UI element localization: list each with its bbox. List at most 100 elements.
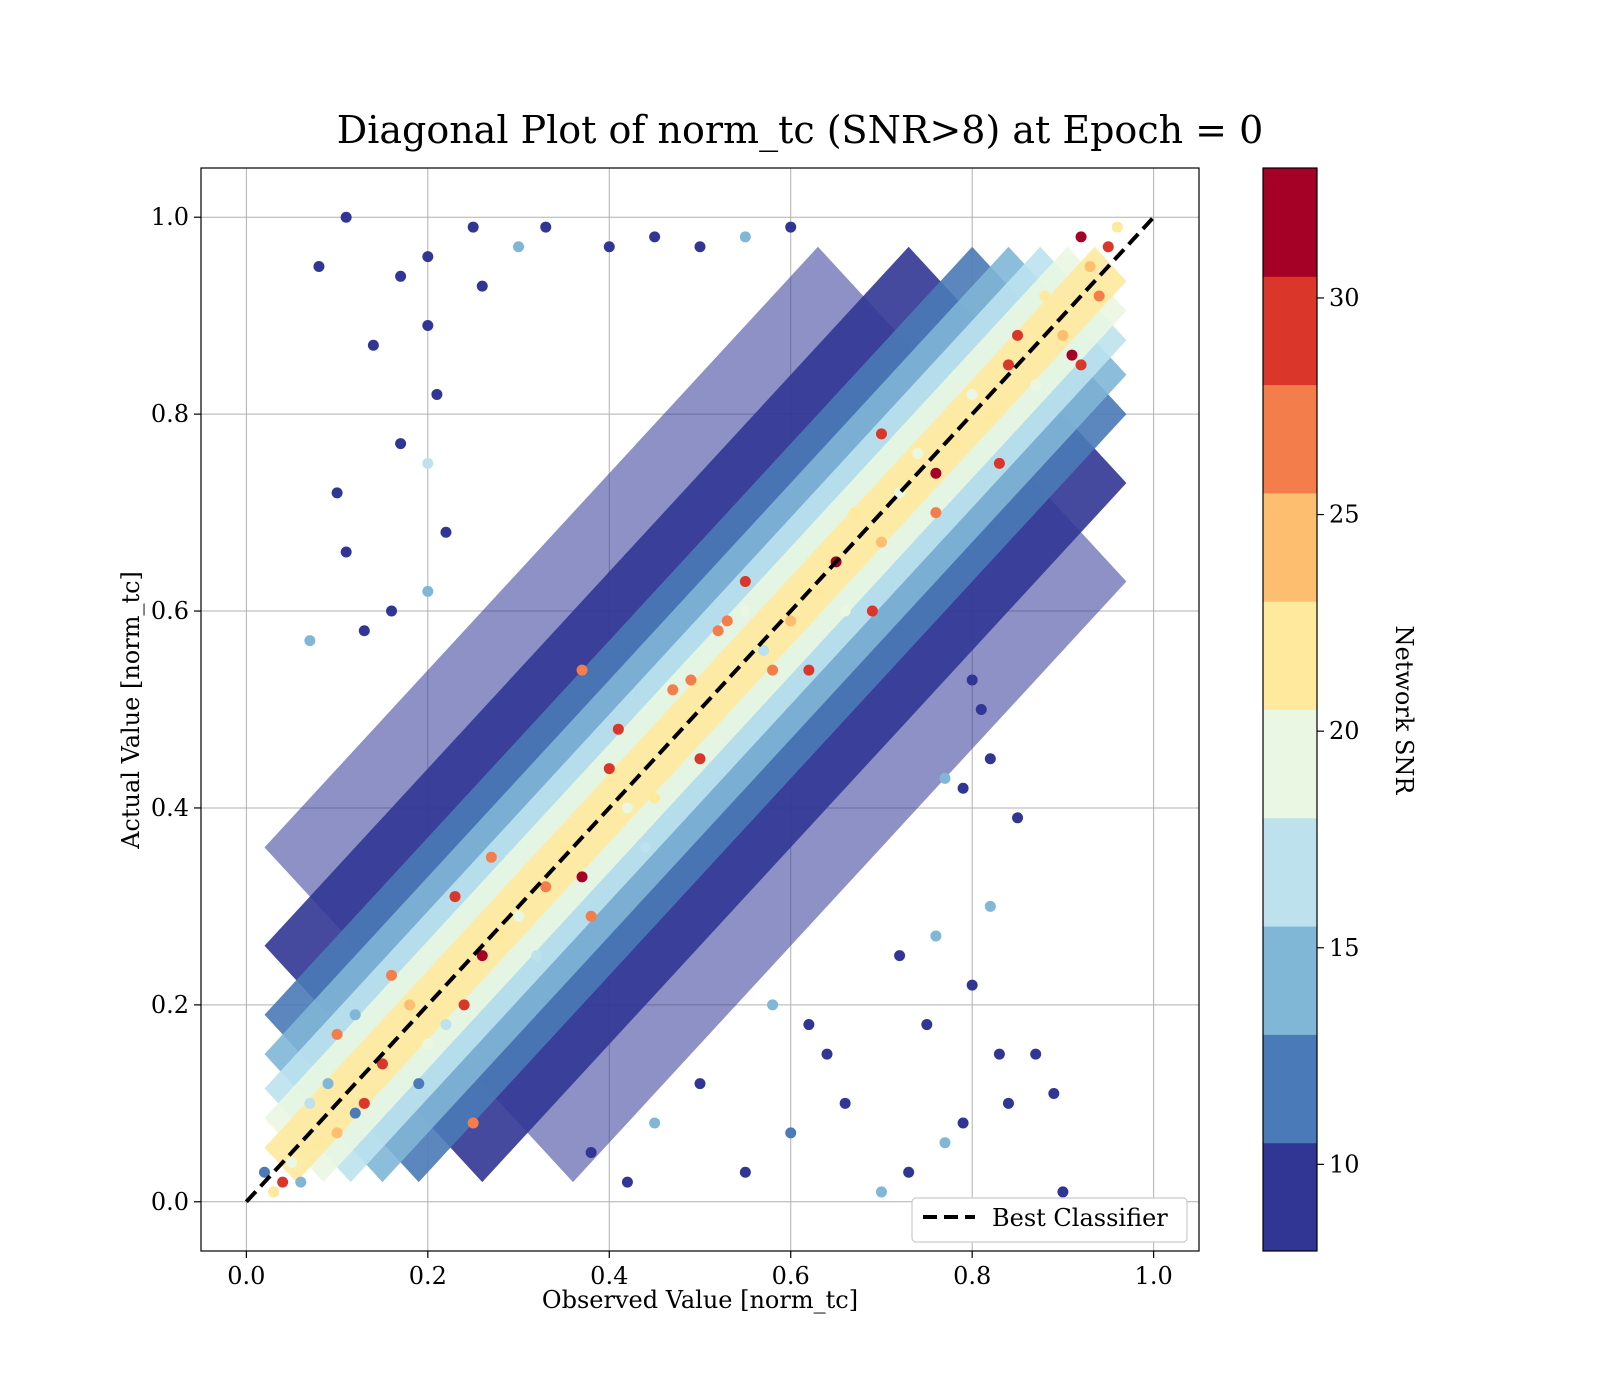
data-point bbox=[930, 930, 942, 942]
data-point bbox=[839, 1097, 851, 1109]
scatter-points bbox=[259, 211, 1123, 1198]
x-tick-label: 1.0 bbox=[1135, 1262, 1173, 1290]
y-axis-ticks: 0.0 0.2 0.4 0.6 0.8 1.0 bbox=[151, 203, 201, 1216]
data-point bbox=[440, 526, 452, 538]
data-point bbox=[467, 1117, 479, 1129]
data-point bbox=[875, 1186, 887, 1198]
data-point bbox=[476, 280, 488, 292]
data-point bbox=[1075, 359, 1087, 371]
data-point bbox=[1012, 812, 1024, 824]
data-point bbox=[848, 507, 860, 519]
data-point bbox=[322, 1078, 334, 1090]
data-point bbox=[1102, 241, 1114, 253]
data-point bbox=[422, 457, 434, 469]
data-point bbox=[1030, 1048, 1042, 1060]
data-point bbox=[993, 1048, 1005, 1060]
data-point bbox=[1066, 349, 1078, 361]
colorbar-bin bbox=[1263, 1034, 1317, 1144]
data-point bbox=[449, 891, 461, 903]
data-point bbox=[558, 841, 570, 853]
data-point bbox=[1030, 379, 1042, 391]
legend-label-best-classifier: Best Classifier bbox=[992, 1204, 1168, 1232]
data-point bbox=[785, 615, 797, 627]
data-point bbox=[340, 211, 352, 223]
colorbar: 10 15 20 25 30 Network SNR bbox=[1262, 167, 1418, 1252]
colorbar-tick-label: 25 bbox=[1329, 501, 1360, 529]
data-point bbox=[621, 802, 633, 814]
y-tick-label: 0.6 bbox=[151, 597, 189, 625]
data-point bbox=[440, 1019, 452, 1031]
data-point bbox=[612, 723, 624, 735]
data-point bbox=[939, 1137, 951, 1149]
data-point bbox=[975, 704, 987, 715]
data-point bbox=[785, 1127, 797, 1139]
data-point bbox=[304, 1097, 316, 1109]
data-point bbox=[1039, 290, 1051, 302]
data-point bbox=[386, 969, 398, 981]
data-point bbox=[340, 546, 352, 558]
x-axis-label: Observed Value [norm_tc] bbox=[542, 1286, 858, 1314]
data-point bbox=[621, 1176, 633, 1188]
colorbar-bin bbox=[1263, 276, 1317, 386]
y-tick-label: 0.2 bbox=[151, 991, 189, 1019]
data-point bbox=[993, 457, 1005, 469]
data-point bbox=[875, 536, 887, 548]
data-point bbox=[603, 241, 615, 253]
data-point bbox=[376, 1058, 388, 1070]
colorbar-label: Network SNR bbox=[1390, 626, 1418, 796]
data-point bbox=[422, 251, 434, 263]
data-point bbox=[1057, 1186, 1069, 1198]
colorbar-ticks: 10 15 20 25 30 bbox=[1317, 284, 1360, 1178]
data-point bbox=[1012, 329, 1024, 341]
data-point bbox=[685, 674, 697, 686]
data-point bbox=[286, 1156, 298, 1168]
data-point bbox=[984, 900, 996, 912]
data-point bbox=[585, 1147, 597, 1159]
data-point bbox=[413, 1078, 425, 1090]
data-point bbox=[984, 753, 996, 765]
data-point bbox=[640, 841, 652, 853]
colorbar-color-bins bbox=[1263, 168, 1317, 1252]
data-point bbox=[966, 979, 978, 991]
data-point bbox=[649, 1117, 661, 1129]
data-point bbox=[576, 664, 588, 676]
best-classifier-line bbox=[244, 215, 1156, 1204]
data-point bbox=[476, 950, 488, 962]
x-axis-ticks: 0.0 0.2 0.4 0.6 0.8 1.0 bbox=[227, 1251, 1173, 1290]
data-point bbox=[939, 772, 951, 784]
data-point bbox=[694, 753, 706, 765]
y-tick-label: 0.8 bbox=[151, 400, 189, 428]
data-point bbox=[485, 851, 497, 863]
data-point bbox=[839, 605, 851, 617]
colorbar-bin bbox=[1263, 1142, 1317, 1252]
data-point bbox=[277, 1176, 289, 1188]
data-point bbox=[422, 320, 434, 332]
data-point bbox=[1002, 359, 1014, 371]
colorbar-tick-label: 20 bbox=[1329, 717, 1360, 745]
data-point bbox=[894, 950, 906, 962]
data-point bbox=[268, 1186, 280, 1198]
colorbar-tick-label: 10 bbox=[1329, 1150, 1360, 1178]
data-point bbox=[395, 270, 407, 282]
colorbar-bin bbox=[1263, 817, 1317, 927]
data-point bbox=[712, 625, 724, 637]
plot-border bbox=[200, 167, 1200, 1252]
data-point bbox=[1093, 290, 1105, 302]
data-point bbox=[585, 910, 597, 922]
y-axis-label: Actual Value [norm_tc] bbox=[117, 571, 145, 850]
data-point bbox=[458, 999, 470, 1011]
data-point bbox=[739, 1166, 751, 1178]
colorbar-tick-label: 15 bbox=[1329, 934, 1360, 962]
colorbar-bin bbox=[1263, 492, 1317, 602]
data-point bbox=[667, 684, 679, 696]
data-point bbox=[1111, 221, 1123, 233]
data-point bbox=[467, 221, 479, 233]
data-point bbox=[758, 644, 770, 656]
y-tick-label: 0.4 bbox=[151, 794, 189, 822]
data-point bbox=[1075, 231, 1087, 243]
colorbar-bin bbox=[1263, 168, 1317, 277]
data-point bbox=[984, 408, 996, 420]
data-point bbox=[966, 674, 978, 686]
data-point bbox=[785, 221, 797, 233]
